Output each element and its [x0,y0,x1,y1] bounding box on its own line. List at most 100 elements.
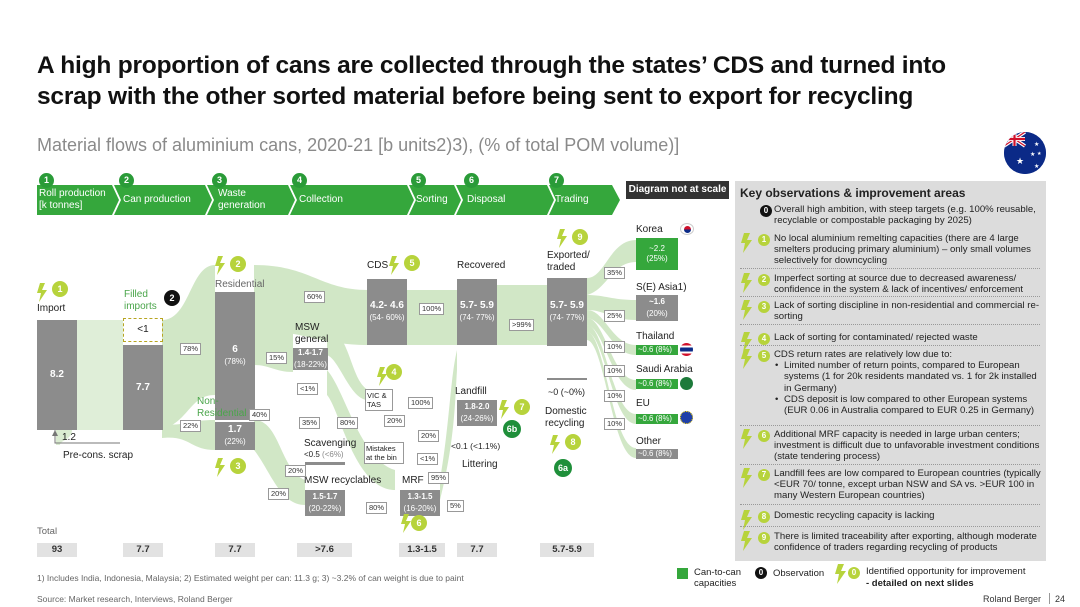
scavenging-bar [305,462,345,465]
exported-bar: 5.7- 5.9 (74- 77%) [547,278,587,346]
cds-bar: 4.2- 4.6 (54- 60%) [367,279,407,345]
panel-title: Key observations & improvement areas [740,186,966,200]
bolt-icon [741,510,752,530]
stage-label: Trading [555,194,589,205]
observation-text: Additional MRF capacity is needed in lar… [774,429,1040,463]
msw-general-value: 1.4-1.7 [298,348,323,357]
stage-label: Can production [123,194,191,205]
import-label: Import [37,303,66,314]
korea-flag-icon [680,223,694,235]
opportunity-marker: 9 [572,229,588,245]
destination-other-value: ~0.6 (8%) [636,449,678,459]
opportunity-marker: 2 [230,256,246,272]
observation-text: Landfill fees are low compared to Europe… [774,468,1041,502]
msw-recyclables-value: 1.5-1.7 [312,492,338,501]
total-value: 7.7 [123,543,163,557]
residential-pct: (78%) [224,357,246,366]
legend-can-to-can-label: Can-to-can capacities [694,567,741,589]
msw-recyclables-bar: 1.5-1.7 (20-22%) [305,490,345,516]
sub-marker-6b: 6b [503,420,521,438]
australia-flag-icon: ★ ★ ★ ★ ★ [1004,132,1046,174]
stage-number: 1 [39,173,54,188]
mrf-bar: 1.3-1.5 (16-20%) [400,490,440,516]
destination-saudi-label: Saudi Arabia [636,364,693,375]
stage-number: 6 [464,173,479,188]
flow-pct: 35% [604,267,626,279]
stage-chevrons [37,185,620,215]
observation-text: Lack of sorting discipline in non-reside… [774,300,1040,323]
flow-pct: 78% [180,343,202,355]
separator [740,464,1040,465]
observations-panel [735,181,1046,561]
import-bar: 8.2 [37,320,77,430]
destination-saudi-value: ~0.6 (8%) [636,379,678,389]
non-residential-value: 1.7 [228,424,242,435]
observation-number: 0 [760,205,772,217]
bullet-text: CDS deposit is low compared to other Eur… [784,393,1035,417]
filled-imports-label: Filled imports [124,289,157,312]
observation-number: 2 [758,274,770,286]
exported-value: 5.7- 5.9 [550,300,584,311]
stage-label: Sorting [416,194,448,205]
scavenging-pct: (<6%) [322,450,344,459]
stage-label: Roll production [k tonnes] [39,188,106,211]
flow-pct: 20% [285,465,307,477]
stage-number: 3 [212,173,227,188]
filled-imports-box: <1 [123,318,163,342]
destination-thailand-value: ~0.6 (8%) [636,345,678,355]
landfill-pct: (24-26%) [460,414,494,423]
cds-value: 4.2- 4.6 [370,300,404,311]
bolt-icon [741,349,752,369]
observation-number: 1 [758,234,770,246]
flow-pct: 10% [604,341,626,353]
residential-label: Residential [215,279,265,290]
opportunity-marker: 8 [565,434,581,450]
bolt-icon [741,531,752,551]
svg-text:★: ★ [1016,157,1024,167]
flow-pct: <1% [417,453,439,465]
footnote: 1) Includes India, Indonesia, Malaysia; … [37,573,464,583]
separator [740,425,1040,426]
observation-number: 7 [758,469,770,481]
observation-text: Imperfect sorting at source due to decre… [774,273,1024,296]
flow-pct: 10% [604,418,626,430]
flow-pct: 5% [447,500,464,512]
destination-thailand-label: Thailand [636,331,675,342]
non-residential-label: Non- Residential [197,396,247,419]
vic-tas-box: VIC & TAS [365,389,393,411]
observation-number: 9 [758,532,770,544]
domestic-label: Domestic recycling [545,406,587,429]
separator [740,296,1040,297]
cds-label: CDS [367,260,389,271]
destination-sea-label: S(E) Asia1) [636,282,687,293]
non-residential-bar: 1.7 (22%) [215,422,255,450]
opportunity-marker: 1 [52,281,68,297]
brand: Roland Berger [983,594,1042,604]
flow-pct: 22% [180,420,202,432]
total-value: 7.7 [215,543,255,557]
littering-label: Littering [462,459,498,470]
destination-korea-value: ~2.2 (25%) [636,238,678,270]
flow-pct: 25% [604,310,626,322]
svg-text:★: ★ [1037,151,1042,157]
destination-korea-label: Korea [636,224,663,235]
landfill-value: 1.8-2.0 [464,402,490,411]
totals-label: Total [37,526,58,537]
observation-number: 4 [758,333,770,345]
destination-sea-value: ~1.6 (20%) [636,295,678,321]
domestic-bar [547,378,587,380]
flow-pct: 80% [366,502,388,514]
littering-pct: (<1.1%) [470,441,501,451]
msw-general-bar: 1.4-1.7 (18-22%) [293,348,328,370]
observation-number: 8 [758,511,770,523]
total-value: 5.7-5.9 [540,543,594,557]
recovered-pct: (74- 77%) [459,313,495,322]
scavenging-label: Scavenging [304,438,357,449]
recovered-label: Recovered [457,260,506,271]
pre-cons-value: 1.2 [62,432,76,443]
observation-text: Lack of sorting for contaminated/ reject… [774,332,978,343]
observation-text: Overall high ambition, with steep target… [774,204,1036,227]
landfill-bar: 1.8-2.0 (24-26%) [457,400,497,426]
observation-text: No local aluminium remelting capacities … [774,233,1031,267]
flow-pct: <1% [297,383,319,395]
